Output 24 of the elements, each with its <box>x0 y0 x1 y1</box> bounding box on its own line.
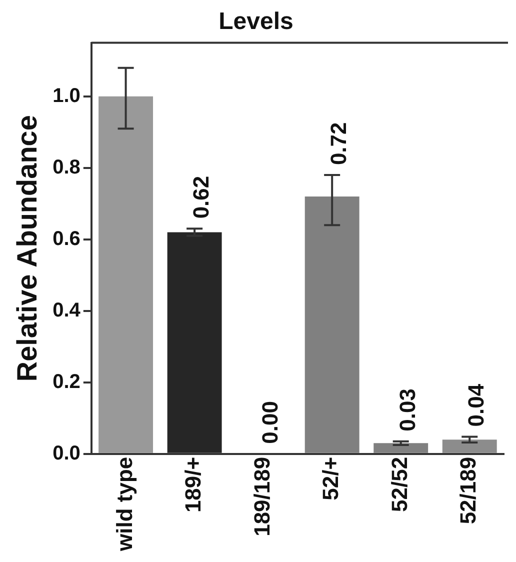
x-tick-label: 189/+ <box>180 456 206 513</box>
x-tick-label: wild type <box>112 456 137 552</box>
y-tick-label: 0.8 <box>52 156 80 178</box>
y-tick-label: 0.6 <box>52 228 80 250</box>
y-tick-label: 1.0 <box>52 84 80 107</box>
data-label: 0.04 <box>464 383 489 427</box>
x-tick-label: 52/+ <box>318 456 344 500</box>
y-axis-title: Relative Abundance <box>12 115 43 382</box>
x-tick-label: 52/189 <box>456 456 481 524</box>
x-tick-label: 52/52 <box>386 456 412 512</box>
y-tick-label: 0.2 <box>52 370 80 393</box>
bar <box>374 443 428 453</box>
bar <box>167 232 222 453</box>
bar <box>304 196 360 453</box>
chart-title: Levels <box>218 8 294 36</box>
data-label: 0.72 <box>326 122 352 166</box>
y-tick-label: 0.4 <box>52 299 82 322</box>
y-tick-label: 0.0 <box>52 442 80 464</box>
bar <box>442 440 497 453</box>
x-tick-label: 189/189 <box>249 456 274 536</box>
data-label: 0.00 <box>257 401 282 444</box>
data-label: 0.62 <box>188 176 214 219</box>
data-label: 0.03 <box>394 388 420 432</box>
bar <box>98 96 154 453</box>
